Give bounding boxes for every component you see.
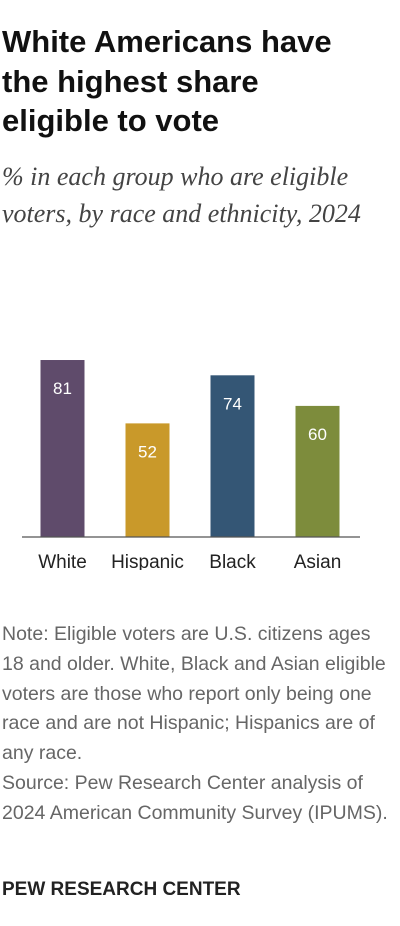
value-label: 52 (138, 442, 157, 461)
chart-title: White Americans have the highest share e… (2, 24, 332, 138)
chart: 81 White 52 Hispanic 74 Black 60 Asian (22, 360, 360, 570)
x-tick-label: Asian (294, 552, 342, 570)
value-label: 81 (53, 379, 72, 398)
bar (295, 405, 340, 537)
bar (125, 423, 170, 537)
note: Note: Eligible voters are U.S. citizens … (2, 623, 386, 765)
x-tick-label: Black (209, 552, 256, 570)
value-label: 60 (308, 425, 327, 444)
chart-subtitle: % in each group who are eligible voters,… (2, 162, 361, 228)
x-tick-label: White (38, 552, 87, 570)
footer: PEW RESEARCH CENTER (2, 879, 241, 900)
value-label: 74 (223, 394, 242, 413)
source: Source: Pew Research Center analysis of … (2, 771, 388, 824)
bar (40, 360, 85, 537)
notes: Note: Eligible voters are U.S. citizens … (2, 620, 394, 829)
x-tick-label: Hispanic (111, 552, 184, 570)
bar (210, 375, 255, 537)
